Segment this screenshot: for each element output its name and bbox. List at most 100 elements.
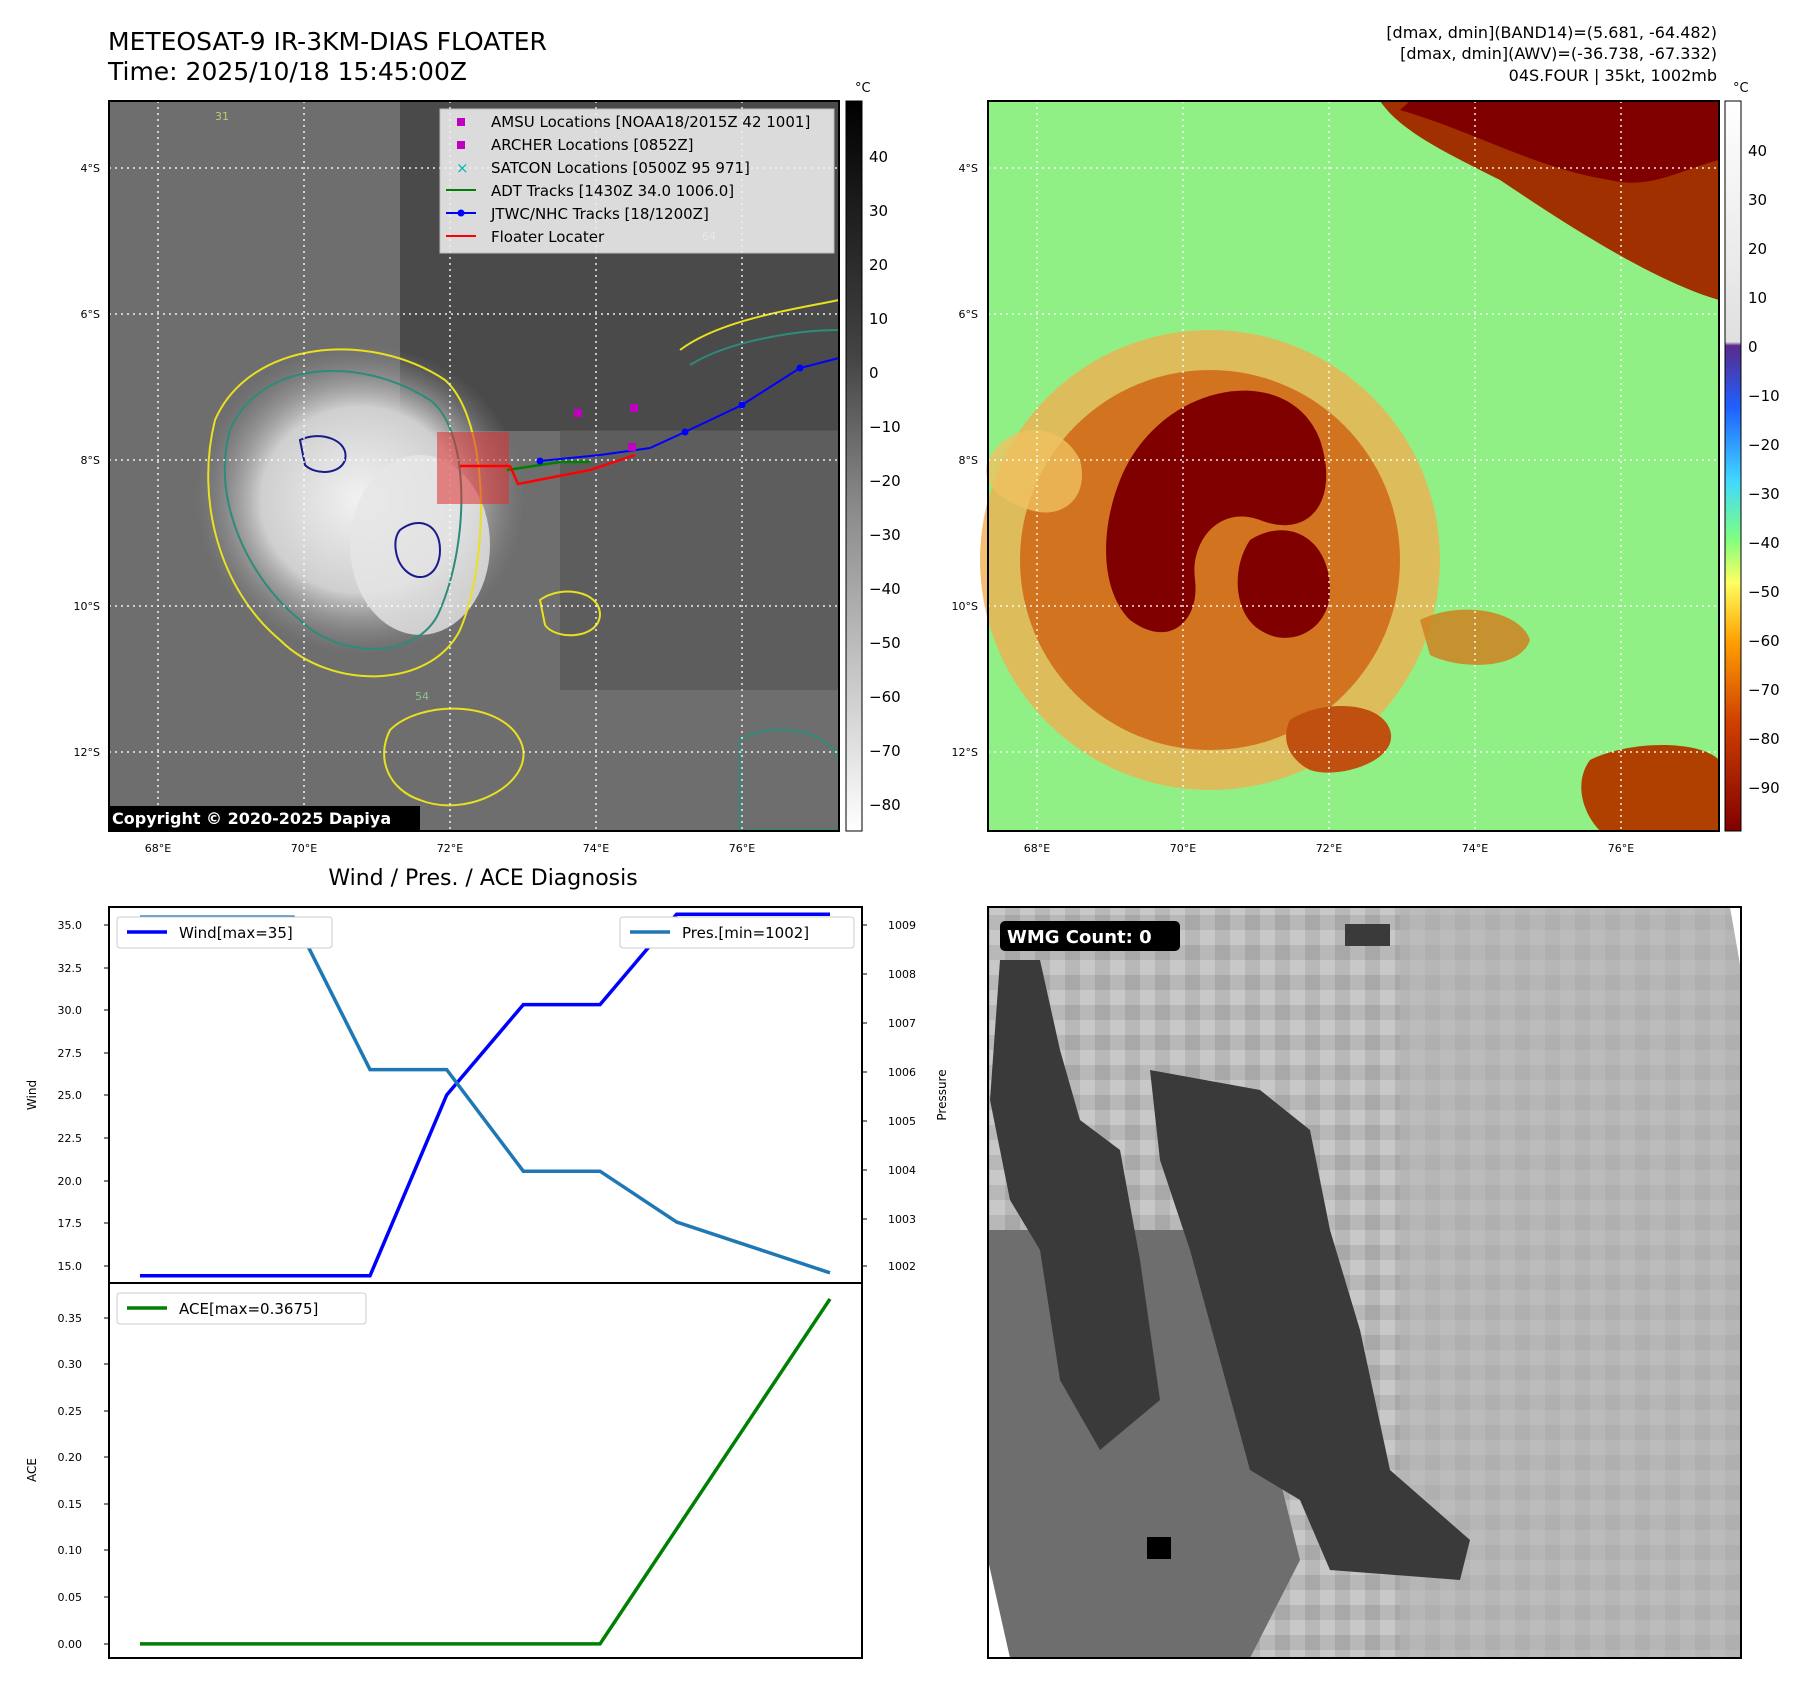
svg-text:12°S: 12°S [952, 746, 978, 759]
legend-floater: Floater Locater [491, 228, 605, 246]
svg-text:−40: −40 [869, 580, 901, 598]
ir-contour-inner [394, 521, 442, 579]
svg-text:32.5: 32.5 [58, 962, 83, 975]
ir-contour-south [383, 707, 525, 807]
title-line2: Time: 2025/10/18 15:45:00Z [107, 57, 467, 86]
diagnosis-title: Wind / Pres. / ACE Diagnosis [328, 866, 637, 891]
svg-text:0.25: 0.25 [58, 1405, 83, 1418]
svg-text:1007: 1007 [888, 1017, 916, 1030]
svg-text:−70: −70 [869, 742, 901, 760]
pres-ticks: 1009 1008 1007 1006 1005 1004 1003 1002 [888, 919, 916, 1273]
wmg-dark-patch [1345, 924, 1390, 946]
svg-text:10: 10 [1748, 289, 1767, 307]
pres-ylabel: Pressure [935, 1069, 949, 1120]
svg-text:−50: −50 [869, 634, 901, 652]
svg-text:8°S: 8°S [81, 454, 100, 467]
svg-text:−60: −60 [1748, 632, 1780, 650]
awv-colorbar-ticks: 40 30 20 10 0 −10 −20 −30 −40 −50 −60 −7… [1748, 142, 1780, 797]
ir-contour-ne2 [689, 329, 840, 366]
svg-text:−40: −40 [1748, 534, 1780, 552]
svg-text:1003: 1003 [888, 1213, 916, 1226]
wind-legend-box [116, 916, 333, 949]
copyright-text: Copyright © 2020-2025 Dapiya [112, 809, 391, 828]
awv-storm-core-south [1237, 530, 1330, 638]
ir-contour-outer [223, 369, 463, 650]
adt-track [506, 460, 590, 472]
svg-text:8°S: 8°S [959, 454, 978, 467]
ir-colorbar-unit: °C [855, 81, 871, 96]
ir-lon-labels: 68°E 70°E 72°E 74°E 76°E [145, 842, 755, 855]
info-line3: 04S.FOUR | 35kt, 1002mb [1509, 66, 1717, 85]
svg-text:−10: −10 [869, 418, 901, 436]
contour-label-54: 54 [415, 690, 429, 703]
ir-lat-labels: 4°S 6°S 8°S 10°S 12°S [74, 162, 100, 759]
wmg-corner-ne [1730, 907, 1741, 970]
awv-lat-labels: 4°S 6°S 8°S 10°S 12°S [952, 162, 978, 759]
ir-map-panel: 31 54 64 AM [108, 100, 840, 832]
awv-ne-core [1400, 101, 1719, 183]
ace-ylabel: ACE [25, 1458, 39, 1482]
ir-dark-region [560, 430, 839, 690]
wind-pres-panel: 35.0 32.5 30.0 27.5 25.0 22.5 20.0 17.5 … [25, 906, 949, 1284]
awv-colorbar-unit: °C [1733, 81, 1749, 96]
legend-adt: ADT Tracks [1430Z 34.0 1006.0] [491, 182, 734, 200]
info-line2: [dmax, dmin](AWV)=(-36.738, -67.332) [1400, 44, 1717, 63]
svg-text:22.5: 22.5 [58, 1132, 83, 1145]
svg-text:4°S: 4°S [81, 162, 100, 175]
svg-text:15.0: 15.0 [58, 1260, 83, 1273]
svg-text:74°E: 74°E [1462, 842, 1488, 855]
svg-text:−60: −60 [869, 688, 901, 706]
svg-text:4°S: 4°S [959, 162, 978, 175]
legend-satcon-marker: × [456, 159, 469, 177]
svg-text:35.0: 35.0 [58, 919, 83, 932]
wind-series-line [140, 912, 830, 1278]
svg-text:76°E: 76°E [1608, 842, 1634, 855]
svg-text:1002: 1002 [888, 1260, 916, 1273]
legend-satcon: SATCON Locations [0500Z 95 971] [491, 159, 750, 177]
ace-panel: 0.35 0.30 0.25 0.20 0.15 0.10 0.05 0.00 … [25, 1282, 863, 1659]
awv-se-blob [1581, 745, 1719, 831]
amsu-archer-markers [574, 404, 638, 451]
floater-track [460, 453, 636, 486]
ir-map-frame [108, 100, 840, 832]
awv-east-blob [1420, 609, 1530, 665]
svg-text:68°E: 68°E [145, 842, 171, 855]
jtwc-track-points [536, 364, 804, 465]
map-legend-items: AMSU Locations [NOAA18/2015Z 42 1001] AR… [446, 113, 810, 246]
title-line1: METEOSAT-9 IR-3KM-DIAS FLOATER [108, 27, 547, 56]
svg-text:0.35: 0.35 [58, 1312, 83, 1325]
svg-text:70°E: 70°E [291, 842, 317, 855]
contour-label-31: 31 [215, 110, 229, 123]
svg-text:−30: −30 [1748, 485, 1780, 503]
svg-text:20: 20 [869, 256, 888, 274]
svg-text:1008: 1008 [888, 968, 916, 981]
svg-text:68°E: 68°E [1024, 842, 1050, 855]
svg-text:10°S: 10°S [74, 600, 100, 613]
pres-legend: Pres.[min=1002] [682, 924, 809, 942]
awv-storm-core-north [1106, 390, 1327, 633]
wmg-black-cell [1147, 1537, 1171, 1559]
svg-text:1004: 1004 [888, 1164, 916, 1177]
svg-text:−80: −80 [869, 796, 901, 814]
legend-jtwc: JTWC/NHC Tracks [18/1200Z] [490, 205, 709, 223]
wind-legend: Wind[max=35] [179, 924, 293, 942]
pres-legend-box [619, 916, 855, 949]
svg-text:−20: −20 [869, 472, 901, 490]
ir-contour-mid [538, 590, 602, 637]
svg-text:−50: −50 [1748, 583, 1780, 601]
legend-jtwc-dot [457, 209, 465, 217]
svg-text:0.30: 0.30 [58, 1358, 83, 1371]
svg-text:−10: −10 [1748, 387, 1780, 405]
svg-text:27.5: 27.5 [58, 1047, 83, 1060]
pres-tick-marks [862, 924, 867, 1267]
svg-text:25.0: 25.0 [58, 1089, 83, 1102]
ir-colorbar-ticks: 40 30 20 10 0 −10 −20 −30 −40 −50 −60 −7… [869, 148, 901, 814]
legend-archer: ARCHER Locations [0852Z] [491, 136, 694, 154]
wind-tick-marks [104, 924, 109, 1267]
svg-text:72°E: 72°E [1316, 842, 1342, 855]
svg-text:0.10: 0.10 [58, 1544, 83, 1557]
ace-legend: ACE[max=0.3675] [179, 1300, 318, 1318]
ace-legend-box [116, 1292, 367, 1325]
copyright-box [108, 806, 420, 830]
